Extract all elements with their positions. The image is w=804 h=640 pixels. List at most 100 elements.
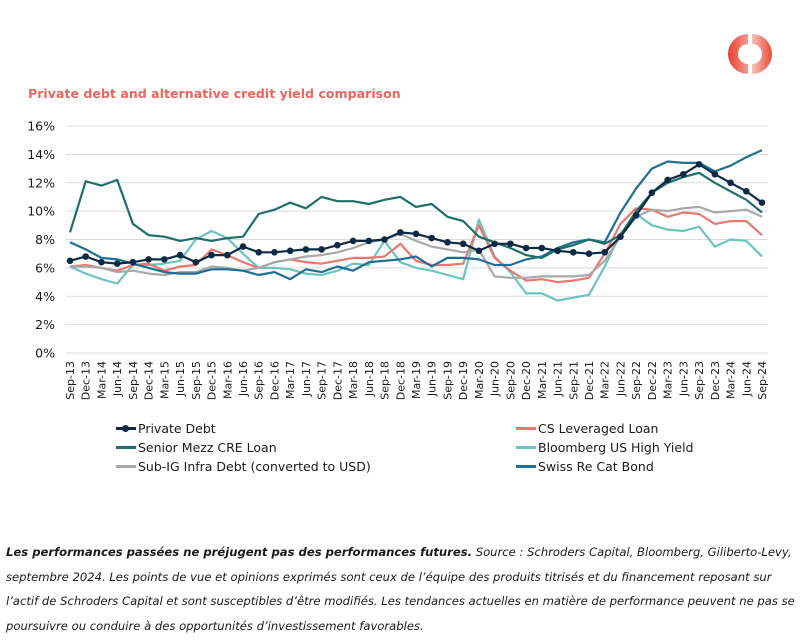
- data-point: [192, 258, 200, 266]
- x-tick-label: Sep-24: [756, 361, 769, 400]
- series-cs-leveraged-loan: [69, 207, 763, 284]
- legend-swatch-icon: [116, 465, 136, 468]
- x-tick-label: Sep-22: [630, 361, 643, 400]
- data-point: [601, 248, 609, 256]
- data-point: [239, 243, 247, 250]
- x-tick-label: Jun-24: [740, 361, 753, 397]
- x-tick-label: Mar-18: [347, 361, 360, 399]
- legend-item: Private Debt: [116, 421, 216, 436]
- x-tick-label: Dec-16: [268, 361, 281, 400]
- data-point: [711, 170, 719, 178]
- series-bloomberg-us-high-yield: [69, 212, 763, 302]
- data-point: [522, 244, 530, 252]
- x-tick-label: Dec-15: [206, 361, 219, 400]
- x-tick-label: Dec-14: [143, 361, 156, 400]
- x-tick-label: Jun-22: [614, 361, 627, 397]
- data-point: [161, 256, 168, 263]
- data-point: [617, 233, 624, 240]
- data-point: [113, 260, 121, 267]
- data-point: [459, 240, 467, 248]
- x-tick-label: Mar-21: [536, 361, 549, 399]
- x-tick-label: Dec-22: [646, 361, 659, 400]
- x-tick-label: Jun-16: [237, 361, 250, 397]
- data-point: [145, 256, 152, 263]
- data-point: [680, 170, 687, 178]
- data-point: [632, 212, 640, 219]
- y-tick-label: 6%: [35, 260, 55, 275]
- data-point: [271, 248, 278, 256]
- data-point: [302, 246, 310, 253]
- data-point: [491, 240, 498, 248]
- x-tick-label: Jun-17: [300, 361, 313, 397]
- data-point: [742, 187, 750, 195]
- x-tick-label: Dec-17: [331, 361, 344, 400]
- x-tick-label: Dec-23: [709, 361, 722, 400]
- x-tick-label: Sep-20: [504, 361, 517, 400]
- series-sub-ig-infra-debt-converted-to-usd: [70, 205, 763, 279]
- data-point: [98, 258, 105, 266]
- y-tick-label: 4%: [35, 289, 55, 304]
- data-point: [444, 239, 451, 246]
- legend-swatch-icon: [516, 465, 536, 468]
- legend-item: Bloomberg US High Yield: [516, 440, 694, 455]
- x-tick-label: Jun-23: [677, 361, 690, 397]
- data-point: [695, 161, 703, 168]
- footnote-source: Source : Schroders Capital, Bloomberg, G…: [6, 545, 795, 633]
- legend-label: CS Leveraged Loan: [538, 421, 659, 436]
- data-point: [758, 199, 766, 206]
- data-point: [569, 248, 577, 256]
- legend-label: Swiss Re Cat Bond: [538, 459, 654, 474]
- series-swiss-re-cat-bond: [69, 149, 763, 281]
- x-tick-label: Sep-19: [441, 361, 454, 400]
- data-point: [648, 189, 656, 196]
- data-point: [66, 257, 74, 265]
- data-point: [428, 234, 436, 242]
- x-tick-label: Jun-14: [111, 361, 124, 397]
- schroders-ring-logo-icon: [728, 34, 772, 74]
- x-tick-label: Mar-23: [662, 361, 675, 399]
- series-private-debt: [66, 161, 766, 267]
- y-tick-label: 14%: [27, 147, 55, 162]
- data-point: [176, 251, 184, 259]
- y-tick-label: 16%: [27, 119, 55, 134]
- data-point: [223, 251, 231, 259]
- legend-item: Sub-IG Infra Debt (converted to USD): [116, 459, 371, 474]
- series-line: [69, 163, 763, 265]
- x-tick-label: Sep-18: [379, 361, 392, 400]
- legend-label: Private Debt: [138, 421, 216, 436]
- legend-swatch-icon: [116, 424, 136, 432]
- legend-swatch-icon: [116, 446, 136, 449]
- x-tick-label: Sep-15: [190, 361, 203, 400]
- x-tick-label: Mar-16: [221, 361, 234, 399]
- data-point: [318, 246, 325, 253]
- data-point: [82, 253, 90, 260]
- x-tick-label: Sep-14: [127, 361, 140, 400]
- x-tick-label: Mar-17: [284, 361, 297, 399]
- x-tick-label: Dec-13: [80, 361, 93, 400]
- x-tick-label: Jun-19: [426, 361, 439, 397]
- series-line: [69, 149, 763, 281]
- data-point: [208, 251, 215, 259]
- data-point: [554, 247, 561, 255]
- legend-swatch-icon: [516, 427, 536, 430]
- x-tick-label: Dec-20: [520, 361, 533, 400]
- data-point: [365, 237, 373, 245]
- x-tick-label: Sep-16: [253, 361, 266, 400]
- legend-item: CS Leveraged Loan: [516, 421, 658, 436]
- x-tick-label: Sep-21: [567, 361, 580, 400]
- data-point: [396, 229, 404, 236]
- x-tick-label: Mar-15: [158, 361, 171, 399]
- data-point: [585, 250, 593, 257]
- x-tick-label: Mar-19: [410, 361, 423, 399]
- data-point: [507, 240, 514, 248]
- x-tick-label: Jun-20: [489, 361, 502, 397]
- legend-label: Senior Mezz CRE Loan: [138, 440, 277, 455]
- x-tick-label: Mar-20: [473, 361, 486, 399]
- data-point: [412, 230, 420, 238]
- data-point: [129, 258, 137, 266]
- data-point: [334, 241, 341, 249]
- data-point: [381, 236, 388, 243]
- x-tick-label: Jun-15: [174, 361, 187, 397]
- data-point: [349, 237, 357, 245]
- x-tick-label: Dec-19: [457, 361, 470, 400]
